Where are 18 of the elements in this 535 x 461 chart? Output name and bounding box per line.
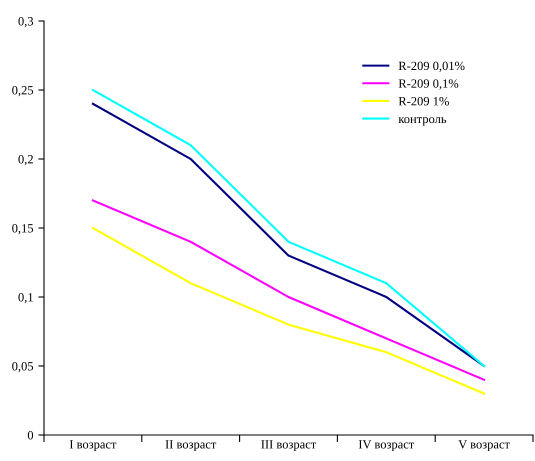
y-tick-label: 0 — [28, 431, 34, 440]
x-tick-label: IV возраст — [358, 440, 414, 452]
x-tick-label: III возраст — [261, 440, 316, 452]
line-series — [92, 199, 486, 381]
x-tick-label: II возраст — [166, 440, 216, 452]
legend-label: R-209 0,1% — [398, 79, 458, 90]
y-tick-label: 0,25 — [12, 86, 34, 96]
y-tick-label: 0,05 — [12, 362, 34, 372]
legend-label: R-209 1% — [398, 96, 449, 106]
y-tick-label: 0,2 — [18, 155, 33, 166]
x-tick-label: I возраст — [70, 440, 116, 452]
legend-label: контроль — [398, 117, 446, 126]
legend-label: R-209 0,01% — [398, 62, 465, 72]
y-tick-label: 0,3 — [18, 17, 34, 28]
y-tick-label: 0,15 — [12, 224, 34, 234]
line-series — [92, 226, 486, 395]
y-tick-label: 0,1 — [18, 293, 33, 304]
x-tick-label: V возраст — [458, 440, 510, 452]
